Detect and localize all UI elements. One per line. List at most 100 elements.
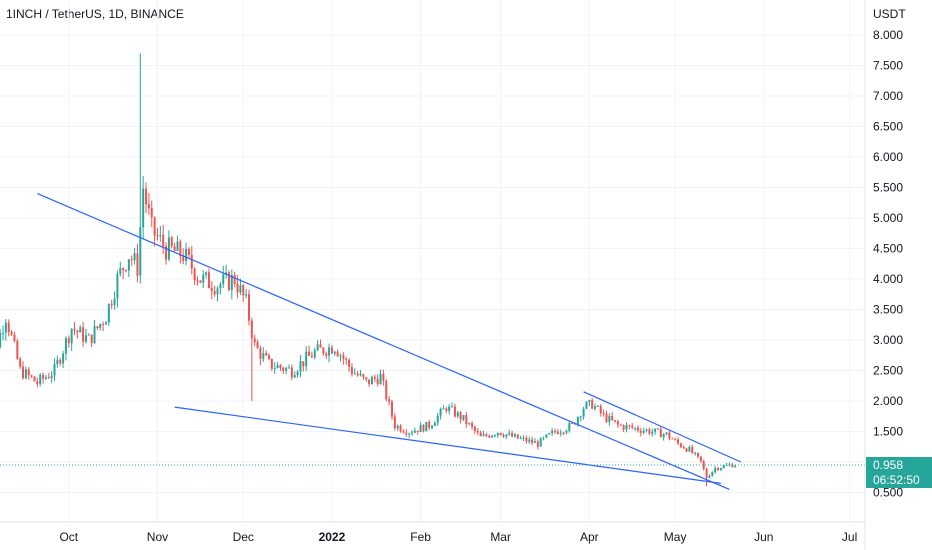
candle-body (202, 274, 205, 283)
trendline[interactable] (583, 391, 742, 463)
candle-body (310, 355, 313, 358)
price-tick-label: 4.500 (873, 242, 903, 256)
candle-body (256, 342, 259, 349)
candle-body (508, 432, 511, 435)
candle-body (222, 274, 225, 285)
candle-body (382, 373, 385, 381)
candle-body (145, 188, 148, 205)
candle-body (210, 288, 213, 292)
price-tick-label: 6.500 (873, 120, 903, 134)
candle-body (594, 406, 597, 409)
candle-body (545, 434, 548, 438)
candle-body (305, 351, 308, 367)
candle-body (227, 272, 230, 291)
price-tick-label: 8.000 (873, 28, 903, 42)
candle-body (682, 447, 685, 449)
candle-body (376, 379, 379, 385)
candle-body (67, 338, 70, 344)
candle-body (708, 475, 711, 478)
candle-body (536, 441, 539, 447)
candle-body (56, 359, 59, 365)
candle-body (76, 330, 79, 333)
candle-body (411, 432, 413, 434)
time-tick-label: May (664, 530, 687, 544)
candle-body (36, 381, 39, 384)
candle-body (167, 237, 170, 260)
candle-body (273, 368, 276, 370)
candle-body (491, 435, 494, 438)
candle-body (113, 298, 116, 306)
candle-body (602, 413, 605, 415)
time-tick-label: Mar (490, 530, 511, 544)
candle-body (559, 432, 562, 434)
candle-body (468, 423, 471, 425)
candle-body (614, 420, 617, 422)
candle-body (645, 429, 648, 431)
candle-body (533, 441, 536, 443)
time-tick-label: Jul (842, 530, 857, 544)
candle-body (616, 421, 619, 425)
candle-body (502, 435, 505, 437)
candle-body (205, 272, 208, 275)
candle-body (116, 273, 119, 299)
candle-body (19, 358, 22, 367)
candle-body (190, 254, 193, 269)
price-tick-label: 3.500 (873, 303, 903, 317)
candle-body (84, 335, 87, 342)
candle-body (70, 328, 73, 344)
trendline[interactable] (174, 406, 721, 484)
candle-body (333, 351, 336, 354)
candle-body (47, 377, 50, 379)
candle-body (456, 412, 459, 417)
candle-body (659, 428, 662, 438)
candle-body (62, 353, 65, 364)
candle-body (110, 304, 113, 306)
candle-body (648, 429, 651, 434)
candle-body (225, 272, 228, 275)
candle-body (90, 334, 93, 343)
candle-body (39, 374, 42, 384)
time-tick-label: Feb (410, 530, 431, 544)
candle-body (719, 468, 722, 470)
candle-body (299, 361, 302, 372)
candle-body (142, 188, 145, 228)
candle-body (359, 374, 362, 376)
price-axis[interactable]: 8.000 7.500 7.000 6.500 6.000 5.500 5.000 4.500… (873, 28, 903, 500)
candle-body (571, 422, 574, 424)
candle-body (476, 430, 479, 433)
candle-body (511, 432, 514, 437)
trendlines[interactable] (37, 193, 742, 491)
time-tick-label: Dec (233, 530, 254, 544)
candle-body (30, 375, 33, 377)
candle-body (462, 415, 465, 420)
trendline[interactable] (37, 193, 730, 491)
candle-body (525, 437, 528, 442)
candle-body (316, 344, 319, 351)
candle-body (7, 322, 10, 333)
candle-body (288, 367, 291, 369)
candle-body (325, 353, 328, 356)
candle-body (731, 464, 734, 468)
candle-body (705, 468, 708, 478)
candle-body (419, 424, 422, 432)
candle-body (230, 275, 233, 291)
candle-body (568, 422, 571, 431)
candle-body (665, 432, 668, 435)
time-axis[interactable]: Oct Nov Dec 2022 Feb Mar Apr May Jun Jul (59, 530, 857, 544)
candle-body (642, 430, 645, 433)
grid (0, 0, 865, 522)
candle-body (576, 417, 579, 425)
candle-body (656, 428, 659, 430)
candle-body (245, 294, 248, 296)
candle-body (328, 347, 331, 356)
candle-body (717, 468, 720, 470)
candle-body (433, 423, 436, 426)
candle-body (13, 334, 16, 341)
candle-body (697, 452, 699, 457)
candle-body (130, 259, 133, 261)
candle-body (296, 371, 299, 376)
candle-body (431, 425, 434, 428)
candle-body (73, 328, 76, 331)
candle-body (413, 430, 416, 433)
